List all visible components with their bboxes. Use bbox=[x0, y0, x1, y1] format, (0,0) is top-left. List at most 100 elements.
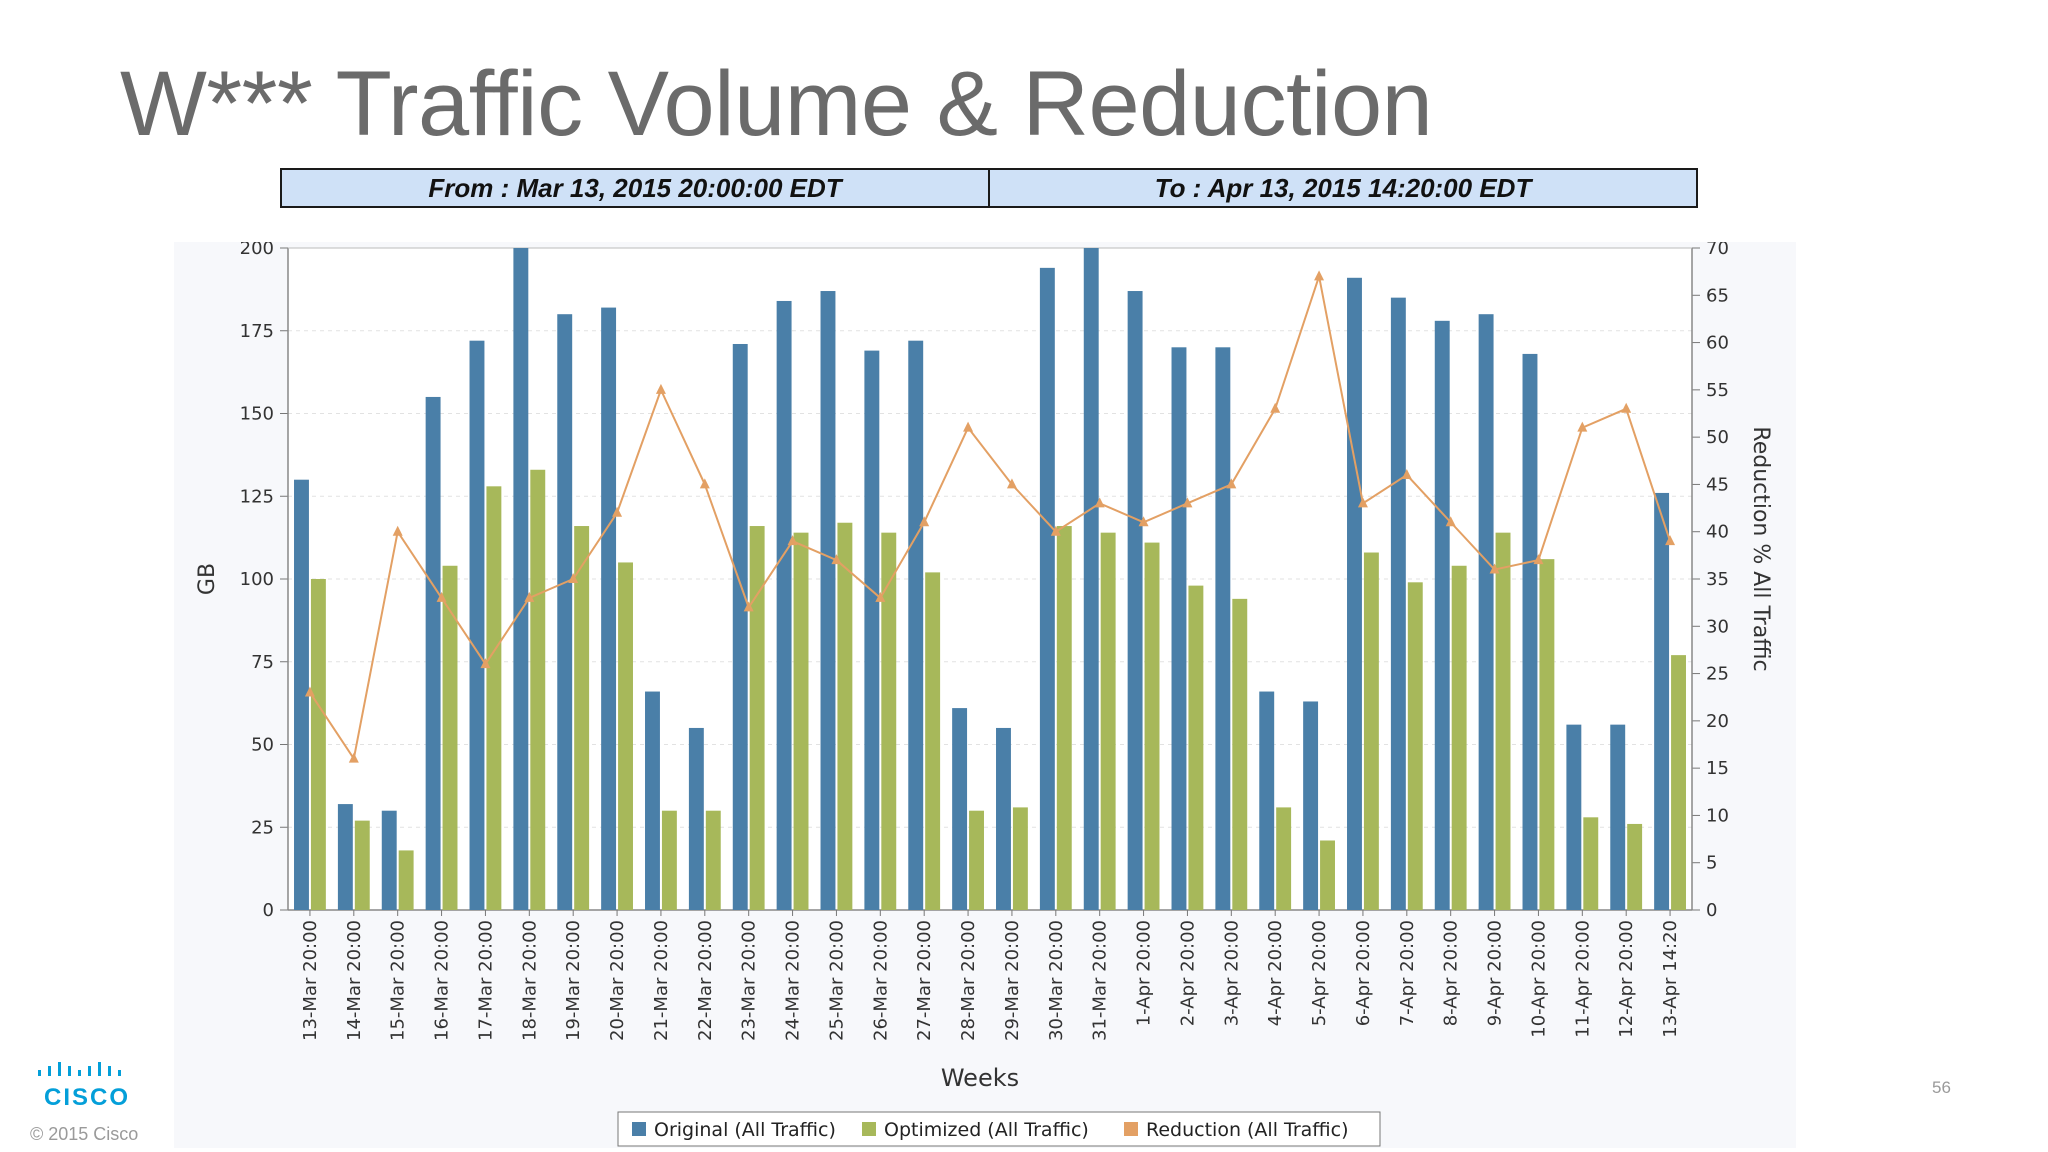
y2-tick-label: 55 bbox=[1706, 380, 1729, 401]
reduction-point bbox=[1270, 402, 1281, 413]
bar-original bbox=[1083, 248, 1099, 910]
reduction-point bbox=[1445, 516, 1456, 527]
bar-optimized bbox=[1451, 565, 1467, 910]
reduction-point bbox=[348, 752, 359, 763]
reduction-point bbox=[1226, 478, 1237, 489]
bar-original bbox=[1303, 701, 1319, 910]
bar-optimized bbox=[1671, 655, 1686, 910]
reduction-point bbox=[787, 535, 798, 546]
legend-swatch bbox=[1124, 1122, 1138, 1136]
x-tick-label: 26-Mar 20:00 bbox=[870, 920, 891, 1041]
x-tick-label: 23-Mar 20:00 bbox=[739, 920, 760, 1041]
bar-original bbox=[1522, 353, 1538, 910]
bar-optimized bbox=[398, 850, 414, 910]
x-tick-label: 24-Mar 20:00 bbox=[783, 920, 804, 1041]
bar-optimized bbox=[1539, 559, 1555, 910]
y2-tick-label: 60 bbox=[1706, 333, 1729, 354]
bar-optimized bbox=[1144, 542, 1160, 910]
reduction-point bbox=[1094, 497, 1105, 508]
bar-original bbox=[1039, 267, 1055, 910]
bar-original bbox=[1127, 291, 1143, 910]
reduction-point bbox=[612, 506, 623, 517]
bar-original bbox=[337, 804, 353, 910]
page-number: 56 bbox=[1932, 1078, 1951, 1097]
reduction-point bbox=[1577, 421, 1588, 432]
bar-optimized bbox=[530, 469, 546, 910]
bar-original bbox=[1171, 347, 1187, 910]
y2-tick-label: 5 bbox=[1706, 853, 1717, 874]
x-tick-label: 7-Apr 20:00 bbox=[1397, 920, 1418, 1026]
bar-original bbox=[864, 350, 880, 910]
reduction-point bbox=[919, 516, 930, 527]
slide-title: W*** Traffic Volume & Reduction bbox=[120, 53, 1433, 155]
bar-optimized bbox=[618, 562, 633, 910]
x-tick-label: 28-Mar 20:00 bbox=[958, 920, 979, 1041]
x-tick-label: 13-Apr 14:20 bbox=[1660, 920, 1681, 1038]
y2-tick-label: 35 bbox=[1706, 569, 1729, 590]
legend-label: Optimized (All Traffic) bbox=[884, 1119, 1089, 1141]
x-tick-label: 4-Apr 20:00 bbox=[1265, 920, 1286, 1026]
bar-original bbox=[908, 340, 924, 910]
y2-tick-label: 30 bbox=[1706, 616, 1729, 637]
x-tick-label: 15-Mar 20:00 bbox=[388, 920, 409, 1041]
reduction-point bbox=[524, 591, 535, 602]
x-tick-label: 19-Mar 20:00 bbox=[563, 920, 584, 1041]
y2-tick-label: 20 bbox=[1706, 711, 1729, 732]
legend-swatch bbox=[862, 1122, 876, 1136]
bar-original bbox=[557, 314, 573, 910]
reduction-point bbox=[1314, 270, 1325, 281]
y-tick-label: 200 bbox=[240, 242, 274, 259]
bar-optimized bbox=[574, 526, 590, 910]
x-tick-label: 1-Apr 20:00 bbox=[1134, 920, 1155, 1026]
traffic-chart: 0 25 50 75 100 125 150 175 200 0 5 10 15 20 25 30 35 40 45… bbox=[195, 242, 1773, 1147]
reduction-point bbox=[875, 591, 886, 602]
y2-tick-label: 0 bbox=[1706, 900, 1717, 921]
reduction-point bbox=[1006, 478, 1017, 489]
reduction-point bbox=[436, 591, 447, 602]
bar-optimized bbox=[925, 572, 941, 910]
x-tick-label: 8-Apr 20:00 bbox=[1441, 920, 1462, 1026]
x-tick-label: 30-Mar 20:00 bbox=[1046, 920, 1067, 1041]
bar-optimized bbox=[1056, 526, 1072, 910]
x-tick-label: 18-Mar 20:00 bbox=[519, 920, 540, 1041]
reduction-point bbox=[1621, 402, 1632, 413]
y2-tick-label: 15 bbox=[1706, 758, 1729, 779]
reduction-point bbox=[699, 478, 710, 489]
bar-original bbox=[469, 340, 485, 910]
x-tick-label: 21-Mar 20:00 bbox=[651, 920, 672, 1041]
y-tick-label: 25 bbox=[251, 817, 274, 838]
bar-original bbox=[732, 343, 748, 910]
bar-optimized bbox=[1276, 807, 1292, 910]
y2-tick-label: 70 bbox=[1706, 242, 1729, 259]
reduction-point bbox=[743, 601, 754, 612]
chart-panel: 0 25 50 75 100 125 150 175 200 0 5 10 15 20 25 30 35 40 45… bbox=[174, 242, 1796, 1148]
x-tick-label: 16-Mar 20:00 bbox=[432, 920, 453, 1041]
x-tick-label: 12-Apr 20:00 bbox=[1616, 920, 1637, 1038]
y-tick-label: 150 bbox=[240, 404, 274, 425]
x-tick-label: 13-Mar 20:00 bbox=[300, 920, 321, 1041]
bar-optimized bbox=[705, 810, 721, 910]
bar-optimized bbox=[1100, 532, 1116, 910]
reduction-point bbox=[831, 554, 842, 565]
x-axis-label: Weeks bbox=[941, 1064, 1019, 1092]
bar-optimized bbox=[1232, 598, 1248, 910]
bar-original bbox=[1347, 277, 1362, 910]
reduction-point bbox=[1489, 563, 1500, 574]
bar-optimized bbox=[1495, 532, 1511, 910]
bar-optimized bbox=[442, 565, 458, 910]
reduction-point bbox=[304, 686, 315, 697]
bar-optimized bbox=[1407, 582, 1423, 910]
bar-optimized bbox=[1012, 807, 1028, 910]
bar-optimized bbox=[793, 532, 809, 910]
x-tick-label: 2-Apr 20:00 bbox=[1177, 920, 1198, 1026]
legend-label: Original (All Traffic) bbox=[654, 1119, 836, 1141]
from-date-label: From : Mar 13, 2015 20:00:00 EDT bbox=[282, 170, 990, 206]
reduction-point bbox=[568, 573, 579, 583]
reduction-point bbox=[1665, 535, 1676, 546]
bar-original bbox=[820, 291, 836, 910]
bar-original bbox=[1259, 691, 1275, 910]
copyright-text: © 2015 Cisco bbox=[30, 1124, 139, 1144]
bar-original bbox=[1610, 724, 1626, 910]
bar-optimized bbox=[837, 522, 853, 910]
reduction-point bbox=[963, 421, 974, 432]
